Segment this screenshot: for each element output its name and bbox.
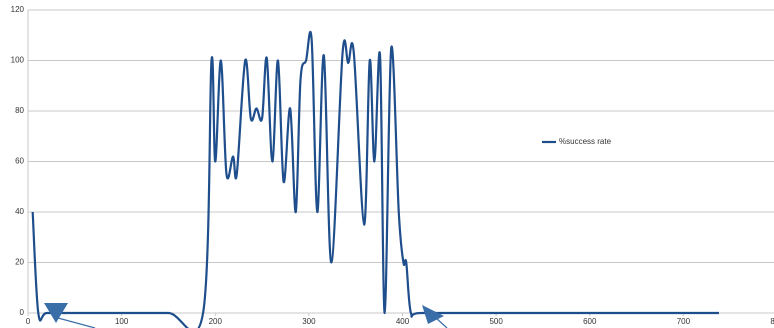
x-tick-label: 500 (489, 317, 503, 326)
y-tick-label: 40 (15, 207, 24, 216)
x-tick-label: 700 (677, 317, 691, 326)
data-line (31, 30, 719, 328)
y-tick-label: 0 (20, 308, 25, 317)
x-tick-label: 400 (396, 317, 410, 326)
y-tick-label: 60 (15, 157, 24, 166)
x-tick-label: 300 (302, 317, 316, 326)
legend-label: %success rate (559, 137, 612, 146)
y-tick-label: 80 (15, 106, 24, 115)
x-tick-label: 200 (209, 317, 223, 326)
y-tick-label: 20 (15, 258, 24, 267)
x-tick-label: 800 (770, 317, 774, 326)
x-tick-label: 0 (26, 317, 31, 326)
annotation-arrow (422, 305, 448, 328)
x-tick-label: 100 (115, 317, 129, 326)
annotation-arrow (44, 303, 96, 328)
y-tick-label: 100 (11, 56, 25, 65)
x-tick-label: 600 (583, 317, 597, 326)
y-tick-label: 120 (11, 5, 25, 14)
